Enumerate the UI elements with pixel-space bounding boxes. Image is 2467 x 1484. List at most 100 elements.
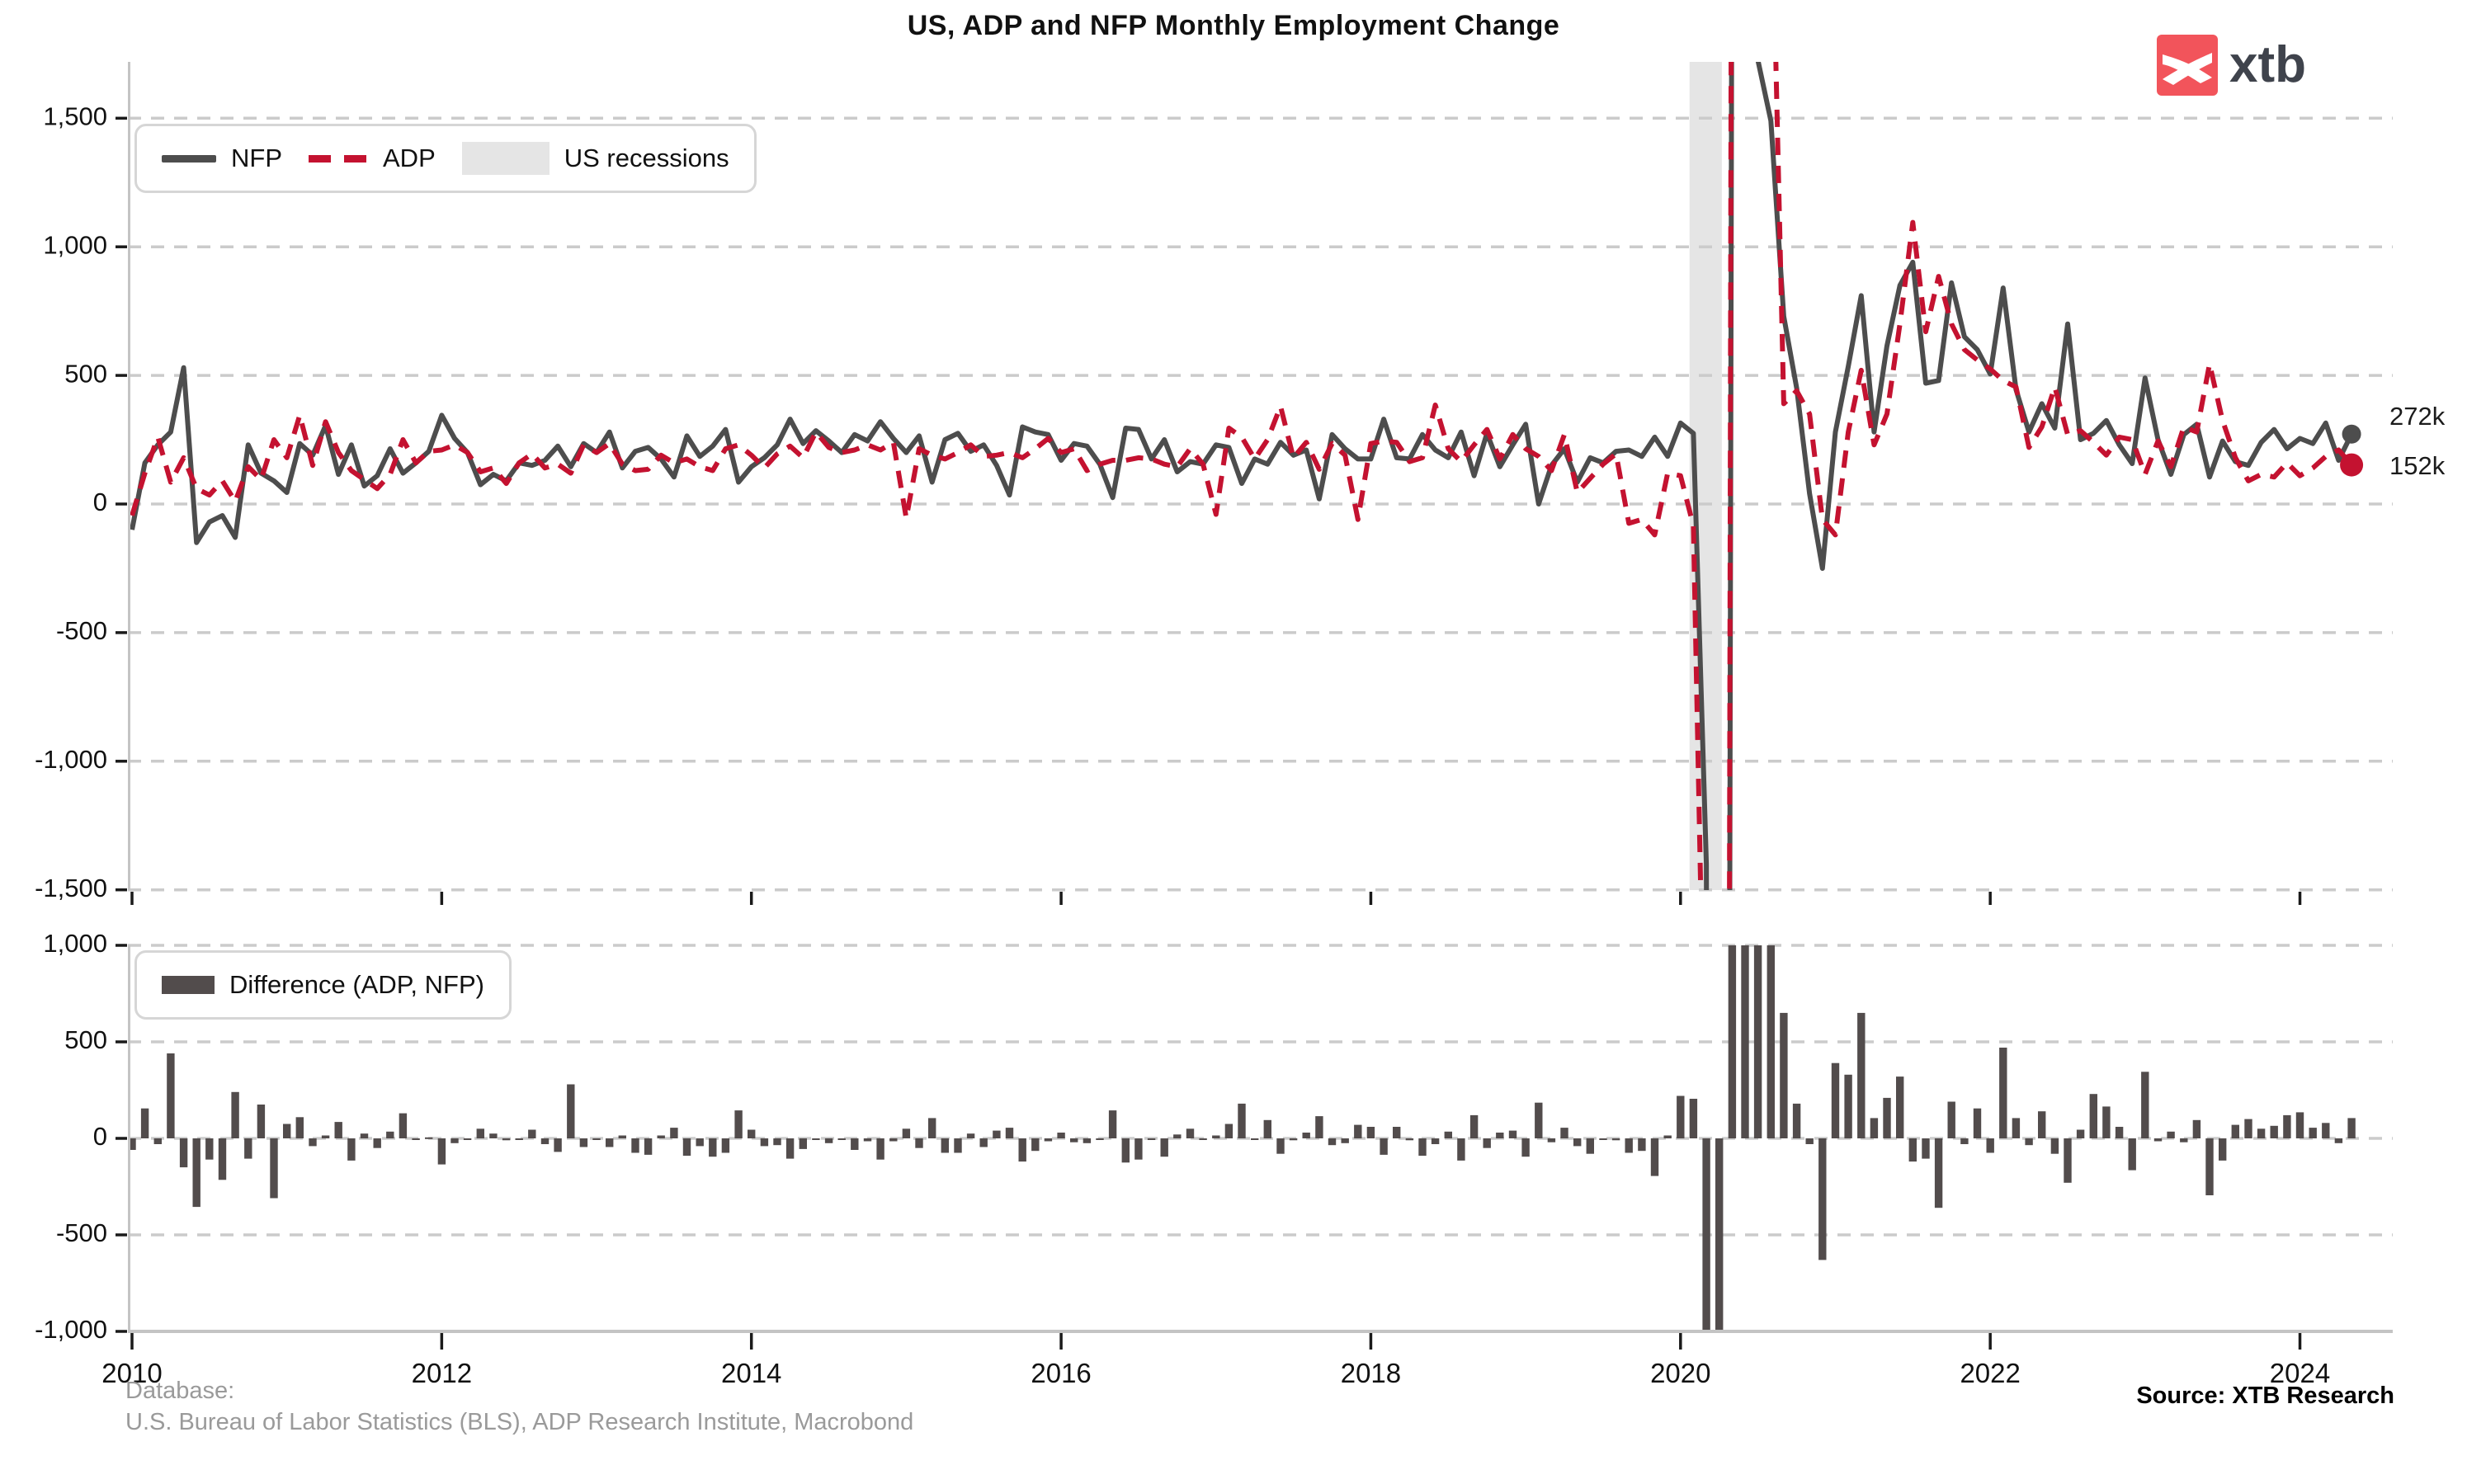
- diff-bar: [1805, 1138, 1814, 1144]
- footer-source: Source: XTB Research: [2136, 1383, 2394, 1409]
- diff-bar: [2295, 1112, 2304, 1138]
- diff-bar: [1767, 945, 1775, 1138]
- legend-item-difference: Difference (ADP, NFP): [162, 970, 484, 1000]
- diff-bar: [1238, 1103, 1246, 1138]
- diff-bar: [2244, 1119, 2252, 1138]
- diff-bar: [554, 1138, 562, 1152]
- diff-bar: [334, 1122, 342, 1138]
- diff-bar: [748, 1129, 756, 1138]
- diff-bar: [1521, 1138, 1530, 1157]
- diff-bar: [1960, 1138, 1969, 1144]
- diff-bar: [218, 1138, 227, 1180]
- diff-bar: [670, 1128, 678, 1138]
- svg-text:-500: -500: [56, 616, 107, 645]
- recession-swatch-icon: [461, 142, 550, 175]
- adp-dash-swatch-icon: [309, 154, 368, 163]
- svg-text:1,000: 1,000: [43, 929, 107, 958]
- diff-bar: [437, 1138, 446, 1165]
- legend-label-nfp: NFP: [231, 144, 282, 172]
- diff-bar: [773, 1138, 781, 1146]
- diff-bar: [1431, 1138, 1440, 1144]
- diff-bar: [966, 1133, 975, 1138]
- diff-bar: [2167, 1131, 2175, 1138]
- diff-bar: [463, 1138, 472, 1140]
- diff-bar: [721, 1138, 730, 1153]
- svg-text:2022: 2022: [1960, 1358, 2020, 1388]
- diff-bar: [1018, 1138, 1026, 1162]
- legend-label-difference: Difference (ADP, NFP): [229, 970, 484, 999]
- diff-bar: [1044, 1138, 1053, 1142]
- diff-bar: [2153, 1138, 2163, 1142]
- diff-bar: [528, 1129, 536, 1138]
- diff-bar: [1199, 1138, 1207, 1140]
- diff-bar: [2322, 1123, 2330, 1138]
- difference-bar-swatch-icon: [162, 976, 215, 994]
- diff-bar: [1405, 1138, 1414, 1141]
- legend-label-recessions: US recessions: [564, 144, 729, 172]
- diff-bar: [1599, 1138, 1607, 1140]
- diff-bar: [928, 1118, 936, 1138]
- diff-bar: [2012, 1118, 2021, 1138]
- diff-bar: [644, 1138, 653, 1155]
- diff-bar: [1650, 1138, 1659, 1176]
- diff-bar: [1780, 1012, 1788, 1138]
- diff-bar: [1366, 1127, 1375, 1138]
- diff-bar: [1715, 1138, 1724, 1331]
- diff-bar: [1818, 1138, 1827, 1260]
- diff-bar: [579, 1138, 588, 1147]
- diff-bar: [2076, 1129, 2085, 1138]
- diff-bar: [2283, 1114, 2291, 1138]
- diff-bar: [2347, 1118, 2356, 1138]
- diff-bar: [2205, 1138, 2214, 1195]
- diff-bar: [954, 1138, 962, 1153]
- diff-bar: [1535, 1102, 1543, 1138]
- diff-bar: [851, 1138, 859, 1150]
- diff-bar: [347, 1138, 356, 1161]
- diff-bar: [2064, 1138, 2072, 1183]
- diff-bar: [2128, 1138, 2136, 1171]
- svg-text:0: 0: [93, 1122, 107, 1151]
- diff-bar: [270, 1138, 278, 1199]
- diff-bar: [1418, 1138, 1427, 1157]
- diff-bar: [2219, 1138, 2227, 1161]
- diff-bar: [1496, 1133, 1504, 1138]
- diff-bar: [799, 1138, 807, 1149]
- diff-bar: [2102, 1106, 2111, 1138]
- nfp-line: [130, 62, 2354, 890]
- diff-bar: [1870, 1118, 1879, 1138]
- diff-bar: [567, 1084, 575, 1138]
- diff-bar: [1677, 1095, 1685, 1138]
- x-axis: 2010 2012 2014 2016 2018 2020 2022 2024: [101, 892, 2330, 1388]
- svg-text:-500: -500: [56, 1218, 107, 1247]
- diff-bar: [321, 1135, 330, 1138]
- diff-bar: [179, 1138, 188, 1168]
- diff-bar: [1057, 1133, 1065, 1138]
- diff-bar: [1702, 1138, 1710, 1331]
- diff-bar: [1108, 1110, 1117, 1138]
- diff-bar: [1947, 1101, 1955, 1138]
- diff-bar: [1844, 1074, 1852, 1138]
- diff-bar: [2334, 1138, 2343, 1143]
- diff-bar: [1070, 1138, 1078, 1142]
- diff-bar: [1934, 1138, 1943, 1208]
- diff-bar: [993, 1130, 1001, 1138]
- diff-bar: [1302, 1133, 1310, 1138]
- diff-bar: [1986, 1138, 1994, 1153]
- adp-line: [130, 62, 2354, 890]
- diff-bar: [128, 1138, 136, 1150]
- diff-bar: [915, 1138, 923, 1148]
- diff-bar: [1315, 1116, 1323, 1138]
- xtb-logo: xtb: [2157, 35, 2306, 96]
- diff-bar: [1560, 1128, 1568, 1138]
- axes: [128, 62, 2393, 1333]
- diff-bar: [1625, 1138, 1633, 1153]
- diff-bar: [373, 1138, 381, 1148]
- diff-bar: [205, 1138, 214, 1160]
- diff-bar: [1005, 1128, 1014, 1138]
- top-gridlines: [128, 116, 2393, 892]
- nfp-end-dot: [2342, 424, 2361, 444]
- xtb-logo-icon: [2157, 35, 2218, 96]
- diff-bar: [2180, 1138, 2188, 1142]
- diff-bar: [941, 1138, 949, 1153]
